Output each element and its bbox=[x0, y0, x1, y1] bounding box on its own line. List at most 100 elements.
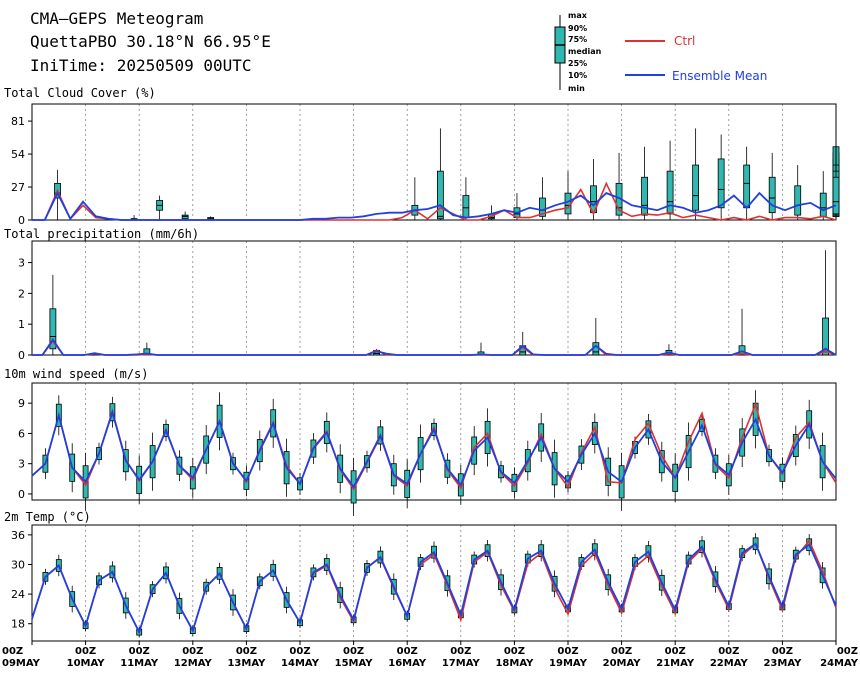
box-whisker bbox=[717, 134, 725, 220]
y-tick-label: 0 bbox=[18, 349, 25, 362]
y-tick-label: 81 bbox=[11, 115, 25, 128]
box-whisker bbox=[832, 146, 840, 220]
y-tick-label: 0 bbox=[18, 488, 25, 501]
panel-frame bbox=[31, 103, 837, 221]
panel-title: Total precipitation (mm/6h) bbox=[4, 227, 199, 241]
box-whisker bbox=[519, 331, 527, 356]
box-body bbox=[822, 317, 829, 356]
y-tick-label: 3 bbox=[18, 458, 25, 471]
y-tick-label: 9 bbox=[18, 397, 25, 410]
x-tick-date: 12MAY bbox=[174, 658, 213, 669]
legend-ctrl-label: Ctrl bbox=[674, 34, 695, 48]
x-tick-date: 24MAY bbox=[820, 658, 859, 669]
ctrl-line bbox=[32, 339, 837, 356]
box-whisker bbox=[590, 158, 597, 220]
box-body bbox=[832, 176, 840, 215]
panel-2: Total precipitation (mm/6h) 3 2 1 0 bbox=[4, 227, 837, 362]
y-tick-label: 27 bbox=[11, 181, 25, 194]
panel-frame bbox=[31, 524, 837, 642]
panel-frame bbox=[31, 240, 837, 356]
x-tick-date: 21MAY bbox=[656, 658, 695, 669]
panel-title: 2m Temp (°C) bbox=[4, 510, 91, 524]
x-tick-hour: 00Z bbox=[289, 646, 310, 657]
x-tick-date: 11MAY bbox=[120, 658, 159, 669]
box-body bbox=[436, 170, 444, 220]
box-whisker bbox=[794, 165, 802, 220]
ctrl-line bbox=[32, 181, 837, 221]
x-tick-date: 14MAY bbox=[281, 658, 320, 669]
x-tick-date: 15MAY bbox=[335, 658, 374, 669]
box-whisker bbox=[156, 195, 164, 220]
legend-label: 10% bbox=[568, 71, 587, 80]
box-body bbox=[641, 176, 648, 216]
x-tick-date: 20MAY bbox=[603, 658, 642, 669]
x-tick-hour: 00Z bbox=[837, 646, 858, 657]
station-location: QuettaPBO 30.18°N 66.95°E bbox=[30, 32, 271, 51]
x-tick-date: 16MAY bbox=[388, 658, 427, 669]
x-tick-hour: 00Z bbox=[557, 646, 578, 657]
x-tick-hour: 00Z bbox=[504, 646, 525, 657]
legend-box-lower bbox=[554, 44, 566, 64]
box-whisker bbox=[592, 318, 600, 356]
x-tick-hour: 00Z bbox=[450, 646, 471, 657]
legend-mean-label: Ensemble Mean bbox=[672, 69, 767, 83]
box-body bbox=[743, 164, 751, 209]
x-tick-date: 18MAY bbox=[495, 658, 534, 669]
legend-label: 75% bbox=[568, 35, 587, 44]
x-tick-date: 09MAY bbox=[2, 658, 41, 669]
x-tick-hour: 00Z bbox=[236, 646, 257, 657]
legend-label: 25% bbox=[568, 59, 587, 68]
box-body bbox=[181, 214, 189, 220]
legend: max 90% 75% median 25% 10% min Ctrl Ensemble Mea… bbox=[554, 11, 767, 93]
y-tick-label: 30 bbox=[11, 558, 25, 571]
legend-box-upper bbox=[554, 26, 566, 46]
chart-title: CMA—GEPS Meteogram bbox=[30, 9, 203, 28]
x-tick-hour: 00Z bbox=[397, 646, 418, 657]
x-axis: 00Z09MAY00Z10MAY00Z11MAY00Z12MAY00Z13MAY… bbox=[2, 641, 859, 669]
panel-3: 10m wind speed (m/s) 9 6 3 0 bbox=[4, 367, 837, 516]
y-tick-label: 1 bbox=[18, 318, 25, 331]
box-whisker bbox=[564, 171, 572, 220]
x-tick-hour: 00Z bbox=[2, 646, 23, 657]
y-tick-label: 24 bbox=[11, 588, 25, 601]
x-tick-hour: 00Z bbox=[343, 646, 364, 657]
box-whisker bbox=[768, 152, 776, 220]
y-tick-label: 3 bbox=[18, 257, 25, 270]
ensemble-mean-line bbox=[32, 337, 837, 356]
box-body bbox=[49, 308, 57, 350]
y-tick-label: 36 bbox=[11, 529, 25, 542]
legend-label: min bbox=[568, 84, 585, 93]
box-body bbox=[539, 197, 546, 217]
x-tick-hour: 00Z bbox=[129, 646, 150, 657]
y-tick-label: 0 bbox=[18, 214, 25, 227]
box-whisker bbox=[462, 177, 470, 220]
panel-4: 2m Temp (°C) 36 30 24 18 bbox=[4, 510, 837, 642]
y-tick-label: 18 bbox=[11, 618, 25, 631]
box-whisker bbox=[411, 177, 419, 220]
box-body bbox=[717, 158, 725, 209]
box-body bbox=[666, 170, 674, 215]
box-body bbox=[768, 176, 776, 214]
box-whisker bbox=[738, 308, 746, 356]
box-whisker bbox=[477, 342, 485, 356]
ensemble-mean-line bbox=[32, 191, 837, 221]
ensemble-mean-line bbox=[31, 409, 837, 489]
init-time: IniTime: 20250509 00UTC bbox=[30, 56, 252, 75]
box-whisker bbox=[822, 250, 829, 356]
box-body bbox=[692, 164, 700, 211]
y-tick-label: 6 bbox=[18, 427, 25, 440]
x-tick-date: 23MAY bbox=[763, 658, 802, 669]
x-tick-hour: 00Z bbox=[75, 646, 96, 657]
x-tick-hour: 00Z bbox=[718, 646, 739, 657]
legend-label: max bbox=[568, 11, 588, 20]
panel-title: 10m wind speed (m/s) bbox=[4, 367, 149, 381]
box-whisker bbox=[181, 211, 189, 220]
box-whisker bbox=[666, 140, 674, 220]
ensemble-mean-line bbox=[31, 542, 837, 635]
box-body bbox=[592, 342, 600, 356]
y-tick-label: 54 bbox=[11, 148, 25, 161]
x-tick-date: 19MAY bbox=[549, 658, 588, 669]
panel-title: Total Cloud Cover (%) bbox=[4, 86, 156, 100]
